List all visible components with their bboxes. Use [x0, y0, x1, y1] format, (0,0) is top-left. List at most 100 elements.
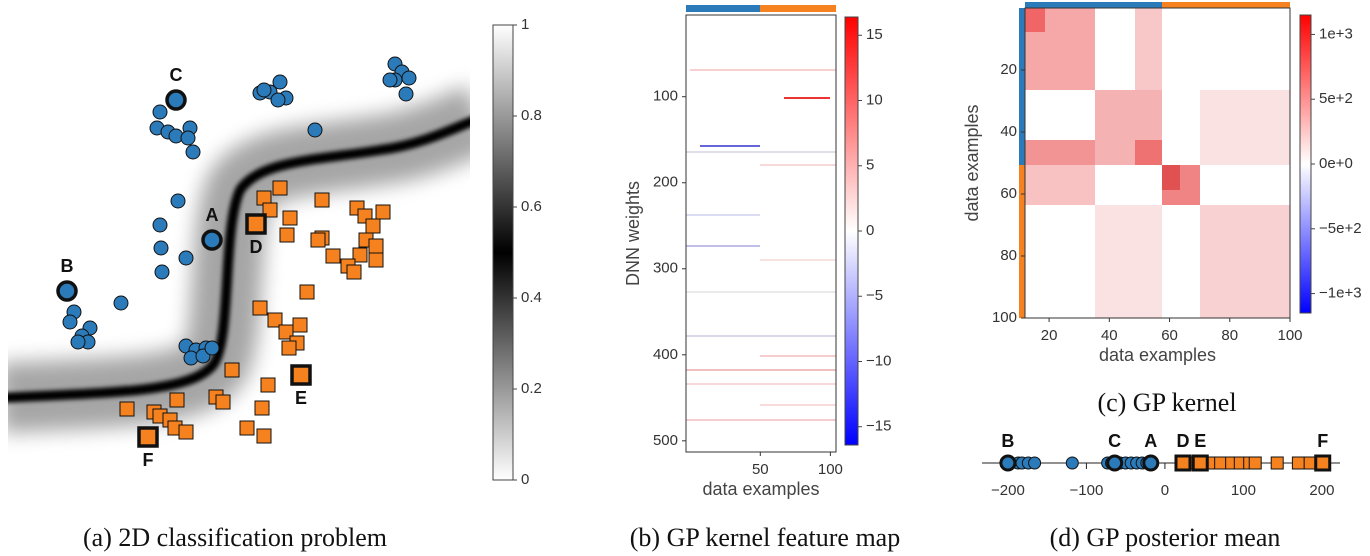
colorbar-tick-label: 0e+0 — [1319, 155, 1353, 172]
point — [1248, 456, 1262, 470]
x-tick-label: 0 — [1161, 482, 1169, 499]
highlighted-point — [56, 280, 78, 302]
point — [152, 217, 168, 233]
point — [1291, 456, 1305, 470]
x-tick-label: −100 — [1070, 482, 1104, 499]
x-tick-label: 60 — [1161, 327, 1178, 344]
point — [382, 72, 398, 88]
colorbar-tick-label: −15 — [866, 418, 891, 435]
x-tick-label: 40 — [1101, 327, 1118, 344]
colorbar-tick-label: −10 — [866, 352, 891, 369]
point — [352, 247, 368, 263]
point-label: B — [61, 256, 74, 276]
colorbar-tick-label: 5e+2 — [1319, 90, 1353, 107]
point — [346, 264, 362, 280]
x-tick-label: 80 — [1221, 327, 1238, 344]
point-label: D — [1176, 431, 1189, 451]
colorbar-tick-label: 0 — [866, 222, 874, 239]
point — [270, 92, 286, 108]
point — [314, 192, 330, 208]
point — [256, 82, 272, 98]
colorbar-tick-label: 10 — [866, 91, 883, 108]
x-tick-label: 100 — [1277, 327, 1302, 344]
y-tick-label: 60 — [1000, 185, 1017, 202]
heatmap-b-texture — [686, 5, 836, 421]
colorbar — [1299, 14, 1312, 314]
point-label: E — [295, 388, 307, 408]
y-tick-label: 100 — [653, 88, 678, 105]
highlighted-point — [1314, 454, 1332, 472]
highlighted-point — [1142, 454, 1160, 472]
point — [215, 394, 231, 410]
y-tick-label: 300 — [653, 260, 678, 277]
x-tick-label: −200 — [991, 482, 1025, 499]
point — [254, 400, 270, 416]
point — [256, 428, 272, 444]
point-label: B — [1001, 431, 1014, 451]
colorbar-tick-label: 0.6 — [521, 198, 542, 215]
point — [365, 218, 381, 234]
colorbar-tick-label: 1 — [521, 16, 529, 33]
highlighted-point — [290, 364, 312, 386]
colorbar-tick-label: 15 — [866, 26, 883, 43]
colorbar-tick-label: −5e+2 — [1319, 220, 1362, 237]
colorbar-tick-label: 5 — [866, 157, 874, 174]
colorbar — [844, 16, 859, 446]
highlighted-point — [1106, 454, 1124, 472]
highlighted-point — [201, 229, 223, 251]
x-axis-label: data examples — [1099, 345, 1216, 365]
caption: (d) GP posterior mean — [1050, 523, 1281, 552]
point — [307, 122, 323, 138]
point — [325, 248, 341, 264]
point — [310, 232, 326, 248]
point — [267, 312, 283, 328]
colorbar — [492, 24, 514, 481]
point — [62, 314, 78, 330]
point — [252, 300, 268, 316]
point — [180, 130, 196, 146]
point-label: D — [250, 237, 263, 257]
decision-surface — [8, 85, 470, 433]
point-label: F — [143, 450, 154, 470]
point — [1270, 456, 1284, 470]
plot-frame — [1024, 7, 1291, 319]
colorbar-tick-label: 0.2 — [521, 380, 542, 397]
point — [272, 180, 288, 196]
point — [170, 193, 186, 209]
highlighted-point — [137, 426, 159, 448]
colorbar-tick-label: −5 — [866, 287, 883, 304]
y-axis-label: data examples — [962, 104, 982, 221]
x-axis-label: data examples — [702, 479, 819, 499]
colorbar-tick-label: 0 — [521, 471, 529, 488]
point — [282, 210, 298, 226]
point-label: F — [1317, 431, 1328, 451]
point — [239, 420, 255, 436]
y-tick-label: 200 — [653, 174, 678, 191]
point-label: E — [1194, 431, 1206, 451]
caption: (a) 2D classification problem — [83, 523, 387, 552]
point-label: A — [206, 205, 219, 225]
point-label: A — [1144, 431, 1157, 451]
colorbar-tick-label: 0.4 — [521, 289, 542, 306]
point — [401, 70, 417, 86]
point — [153, 240, 169, 256]
point — [398, 86, 414, 102]
point — [204, 340, 220, 356]
point — [169, 392, 185, 408]
point — [368, 252, 384, 268]
point — [1028, 456, 1042, 470]
y-axis-label: DNN weights — [623, 181, 643, 286]
highlighted-point — [1191, 454, 1209, 472]
highlighted-point — [165, 89, 187, 111]
point — [119, 401, 135, 417]
point — [375, 204, 391, 220]
point — [281, 340, 297, 356]
caption: (c) GP kernel — [1097, 388, 1236, 417]
y-tick-label: 80 — [1000, 247, 1017, 264]
x-tick-label: 100 — [818, 461, 843, 478]
point — [224, 362, 240, 378]
point — [154, 264, 170, 280]
point — [185, 144, 201, 160]
point — [279, 227, 295, 243]
